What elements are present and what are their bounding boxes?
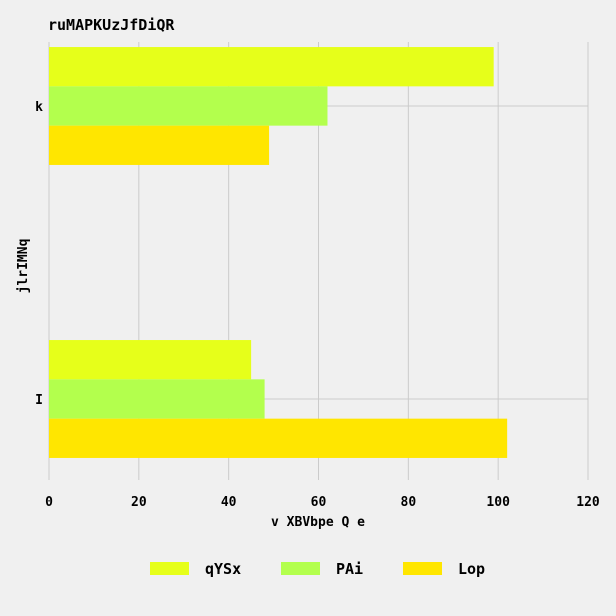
x-tick-label: 40: [221, 495, 237, 510]
bar-Lop-k: [49, 125, 270, 165]
bar-PAi-I: [49, 379, 265, 419]
y-axis-label: jlrIMNq: [16, 239, 31, 294]
y-tick-label: I: [35, 393, 43, 408]
legend: qYSx PAi Lop: [150, 560, 485, 578]
legend-label: Lop: [458, 560, 485, 578]
bar-qYSx-k: [49, 47, 494, 87]
y-tick-label: k: [35, 100, 43, 115]
bar-PAi-k: [49, 86, 328, 126]
legend-swatch-PAi: [281, 562, 320, 575]
legend-label: qYSx: [205, 560, 241, 578]
legend-swatch-qYSx: [150, 562, 189, 575]
bars: [49, 47, 508, 458]
bar-Lop-I: [49, 418, 508, 458]
x-tick-label: 100: [486, 495, 510, 510]
x-tick-label: 60: [311, 495, 327, 510]
x-tick-label: 80: [401, 495, 417, 510]
x-tick-label: 0: [45, 495, 53, 510]
legend-swatch-Lop: [403, 562, 442, 575]
chart-title: ruMAPKUzJfDiQR: [48, 16, 175, 34]
x-axis-label: v XBVbpe Q e: [271, 515, 365, 530]
bar-qYSx-I: [49, 340, 252, 380]
x-tick-label: 120: [576, 495, 600, 510]
tick-labels: 0 20 40 60 80 100 120 k I: [35, 100, 600, 510]
x-tick-label: 20: [131, 495, 147, 510]
legend-label: PAi: [336, 560, 363, 578]
